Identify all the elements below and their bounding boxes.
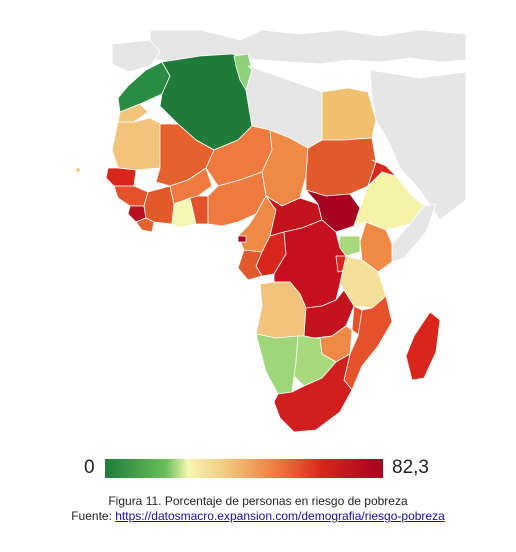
legend-max-label: 82,3 <box>392 457 429 478</box>
country-sudan[interactable] <box>305 137 377 197</box>
source-link[interactable]: https://datosmacro.expansion.com/demogra… <box>115 509 445 523</box>
country-senegal[interactable] <box>105 167 137 187</box>
figure-title: Figura 11. Porcentaje de personas en rie… <box>108 494 408 508</box>
figure-caption: Figura 11. Porcentaje de personas en rie… <box>0 494 516 524</box>
country-namibia[interactable] <box>255 333 299 395</box>
country-ghana[interactable] <box>171 197 197 229</box>
country-mauritania[interactable] <box>111 117 163 171</box>
country-gabon[interactable] <box>237 249 263 281</box>
iberia-landmass <box>111 39 161 73</box>
island-cape-verde <box>75 167 81 173</box>
country-madagascar[interactable] <box>405 311 441 381</box>
country-western-sahara <box>117 103 149 123</box>
country-ivory-coast[interactable] <box>143 185 175 225</box>
legend-min-label: 0 <box>84 457 95 478</box>
country-mozambique[interactable] <box>343 295 393 391</box>
legend-color-bar <box>105 459 383 478</box>
country-south-africa[interactable] <box>273 353 353 433</box>
source-prefix: Fuente: <box>71 509 116 523</box>
country-egypt[interactable] <box>321 87 377 141</box>
country-guinea[interactable] <box>113 185 149 207</box>
country-eritrea[interactable] <box>367 159 397 187</box>
country-liberia[interactable] <box>135 217 155 233</box>
source-line: Fuente: https://datosmacro.expansion.com… <box>0 509 516 524</box>
island-equatorial-guinea <box>237 235 247 243</box>
middle-east-landmass <box>369 69 467 221</box>
